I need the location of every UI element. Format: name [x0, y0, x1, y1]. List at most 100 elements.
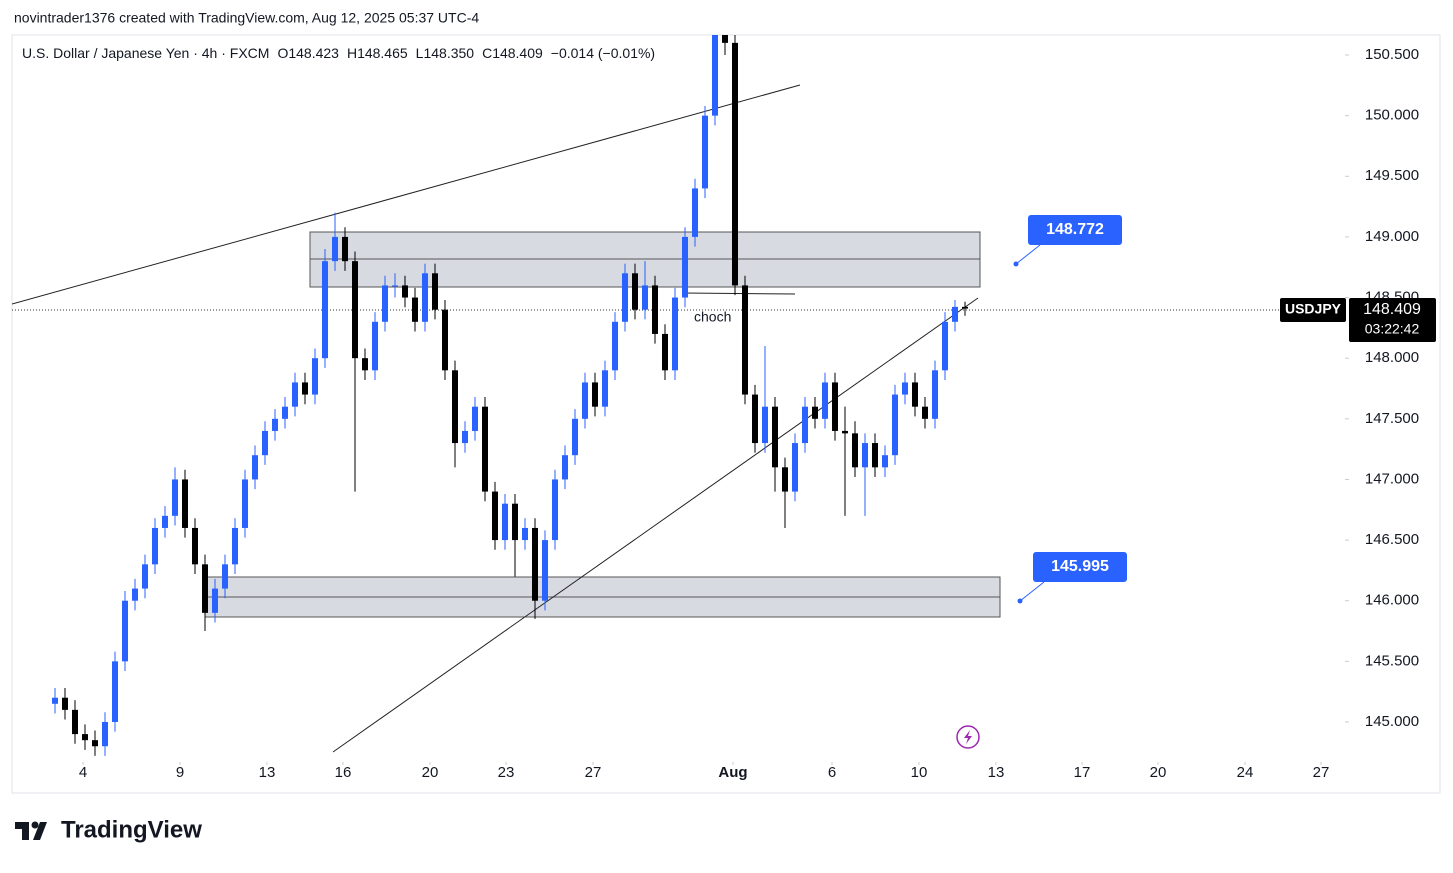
candle-body: [62, 697, 68, 710]
y-tick-label: 149.500: [1365, 167, 1419, 184]
callout-pointer: [1019, 581, 1045, 602]
candle-body: [662, 333, 668, 371]
x-tick-label: 9: [176, 764, 184, 781]
chart-title: U.S. Dollar / Japanese Yen · 4h · FXCM: [22, 45, 269, 61]
created-by: novintrader1376 created with TradingView…: [14, 10, 479, 26]
ohlc-value: O148.423: [277, 45, 339, 61]
x-tick-label: 27: [585, 764, 602, 781]
candle-body: [642, 285, 648, 310]
brand: TradingView: [61, 816, 202, 843]
candle-body: [472, 406, 478, 431]
candle-body: [452, 370, 458, 444]
x-tick-label: 4: [79, 764, 87, 781]
event-icon[interactable]: [956, 725, 980, 749]
ohlc-value: −0.014 (−0.01%): [551, 45, 655, 61]
candle-body: [142, 564, 148, 589]
candle-body: [382, 285, 388, 322]
candle-body: [952, 306, 958, 322]
candle-body: [612, 321, 618, 371]
x-tick-label: 6: [828, 764, 836, 781]
candle-body: [682, 236, 688, 298]
callout-label: 148.772: [1046, 221, 1104, 238]
trend-line: [12, 84, 801, 305]
callout-pointer: [1015, 244, 1041, 265]
x-tick-label: 27: [1313, 764, 1330, 781]
candle-body: [252, 455, 258, 480]
x-tick-label: 16: [335, 764, 352, 781]
candle-body: [792, 443, 798, 492]
x-tick-label: 13: [988, 764, 1005, 781]
candle-body: [512, 503, 518, 541]
ohlc-value: H148.465: [347, 45, 408, 61]
annotation: choch: [694, 309, 731, 325]
candle-body: [502, 503, 508, 541]
drawings: [12, 84, 1345, 753]
axes: 145.000 145.500 146.000 146.500 147.000 147.5…: [79, 46, 1419, 781]
candle-body: [922, 406, 928, 419]
candle-body: [212, 588, 218, 613]
x-tick-label: 10: [911, 764, 928, 781]
candle-body: [782, 467, 788, 492]
candle-body: [872, 443, 878, 468]
callout-dot: [1017, 598, 1023, 604]
candle-body: [842, 430, 848, 434]
candle-body: [362, 358, 368, 371]
x-tick-label: 20: [1150, 764, 1167, 781]
candle-body: [392, 285, 398, 287]
candle-body: [282, 406, 288, 419]
candle-body: [932, 370, 938, 419]
symbol-box: [1280, 298, 1346, 322]
y-tick-label: 148.000: [1365, 349, 1419, 366]
candle-body: [322, 261, 328, 359]
candle-body: [692, 188, 698, 237]
candle-body: [152, 527, 158, 565]
candle-body: [652, 285, 658, 334]
candle-body: [962, 306, 968, 309]
candle-body: [122, 600, 128, 662]
brand-logo: [15, 821, 47, 840]
candle-body: [162, 515, 168, 528]
symbol-label: USDJPY: [1285, 301, 1342, 317]
candle-body: [192, 527, 198, 565]
candle-body: [802, 406, 808, 444]
candle-body: [572, 418, 578, 456]
y-tick-label: 150.000: [1365, 107, 1419, 124]
candle-body: [722, 35, 728, 43]
candle-body: [822, 382, 828, 419]
y-tick-label: 150.500: [1365, 46, 1419, 63]
candle-body: [562, 455, 568, 480]
x-tick-label: 23: [498, 764, 515, 781]
candle-body: [762, 406, 768, 444]
x-tick-label: Aug: [718, 764, 747, 781]
candle-body: [352, 261, 358, 359]
logo-mark: [15, 822, 47, 840]
ohlc-value: C148.409: [482, 45, 543, 61]
candle-body: [72, 709, 78, 735]
candle-body: [542, 540, 548, 601]
event-bolt: [964, 730, 972, 744]
candles: [52, 35, 968, 756]
candle-body: [432, 273, 438, 310]
candle-body: [172, 479, 178, 516]
candle-body: [532, 527, 538, 601]
candle-body: [92, 740, 98, 747]
candle-body: [222, 564, 228, 589]
candle-body: [852, 433, 858, 468]
candle-body: [102, 721, 108, 747]
candle-body: [632, 273, 638, 310]
choch-line: [682, 292, 796, 295]
callout-label: 145.995: [1051, 558, 1109, 575]
candle-body: [242, 479, 248, 528]
y-tick-label: 145.500: [1365, 652, 1419, 669]
candle-body: [712, 35, 718, 116]
y-tick-label: 145.000: [1365, 713, 1419, 730]
x-tick-label: 17: [1074, 764, 1091, 781]
candle-body: [552, 479, 558, 541]
x-tick-label: 13: [259, 764, 276, 781]
y-tick-label: 147.500: [1365, 410, 1419, 427]
candle-body: [292, 382, 298, 407]
candle-body: [882, 455, 888, 468]
callout-dot: [1013, 261, 1019, 267]
callout-box: [1033, 552, 1127, 582]
